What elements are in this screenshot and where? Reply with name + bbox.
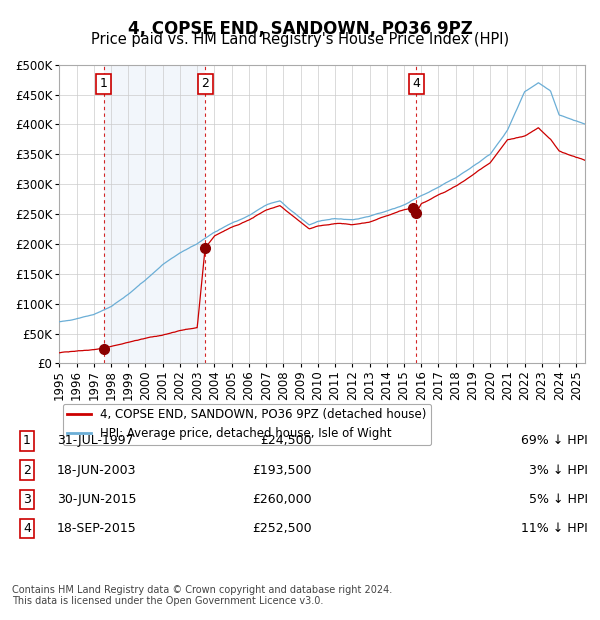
- Text: Contains HM Land Registry data © Crown copyright and database right 2024.
This d: Contains HM Land Registry data © Crown c…: [12, 585, 392, 606]
- Text: 1: 1: [23, 435, 31, 448]
- Text: 5% ↓ HPI: 5% ↓ HPI: [529, 493, 588, 506]
- Text: 69% ↓ HPI: 69% ↓ HPI: [521, 435, 588, 448]
- Text: 4, COPSE END, SANDOWN, PO36 9PZ: 4, COPSE END, SANDOWN, PO36 9PZ: [128, 20, 472, 38]
- Legend: 4, COPSE END, SANDOWN, PO36 9PZ (detached house), HPI: Average price, detached h: 4, COPSE END, SANDOWN, PO36 9PZ (detache…: [62, 404, 431, 445]
- Text: 30-JUN-2015: 30-JUN-2015: [57, 493, 137, 506]
- Text: 18-SEP-2015: 18-SEP-2015: [57, 522, 137, 535]
- Text: 11% ↓ HPI: 11% ↓ HPI: [521, 522, 588, 535]
- Bar: [104, 64, 205, 363]
- Text: £260,000: £260,000: [253, 493, 312, 506]
- Text: 1: 1: [100, 78, 108, 91]
- Text: 3% ↓ HPI: 3% ↓ HPI: [529, 464, 588, 477]
- Text: £24,500: £24,500: [260, 435, 312, 448]
- Text: 4: 4: [23, 522, 31, 535]
- Text: 2: 2: [201, 78, 209, 91]
- Text: 31-JUL-1997: 31-JUL-1997: [57, 435, 134, 448]
- Text: Price paid vs. HM Land Registry's House Price Index (HPI): Price paid vs. HM Land Registry's House …: [91, 32, 509, 47]
- Text: 2: 2: [23, 464, 31, 477]
- Text: 3: 3: [23, 493, 31, 506]
- Text: 4: 4: [413, 78, 421, 91]
- Text: £193,500: £193,500: [253, 464, 312, 477]
- Text: £252,500: £252,500: [253, 522, 312, 535]
- Text: 18-JUN-2003: 18-JUN-2003: [57, 464, 137, 477]
